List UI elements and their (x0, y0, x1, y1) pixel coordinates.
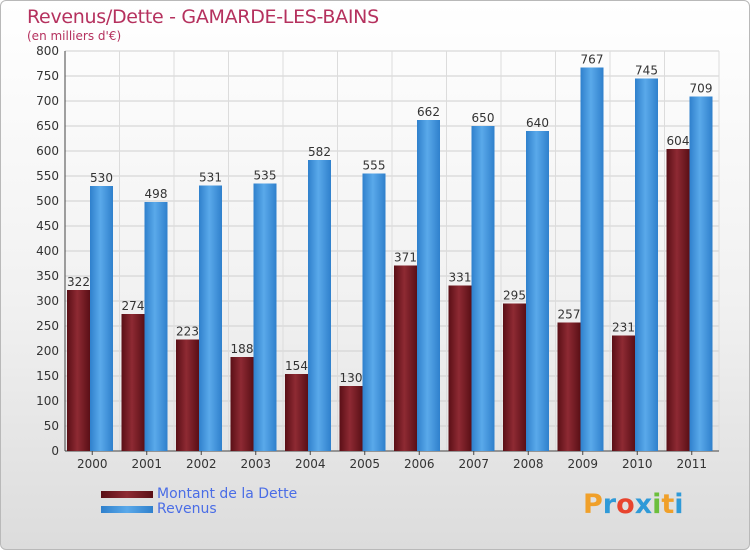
value-label-revenus: 531 (199, 171, 222, 185)
value-label-revenus: 767 (581, 53, 604, 67)
bar-revenus (199, 185, 222, 451)
axes: 0 50 100 150 200 250 300 350 400 450 500 550 600 650 7… (36, 44, 719, 471)
bar-dette (339, 386, 363, 451)
x-tick-label: 2011 (676, 457, 707, 471)
x-tick-label: 2007 (458, 457, 489, 471)
y-tick-label: 0 (51, 444, 59, 458)
value-label-revenus: 582 (308, 145, 331, 159)
logo-letter: r (602, 489, 617, 520)
value-label-revenus: 555 (363, 159, 386, 173)
bar-revenus (253, 183, 277, 451)
x-tick-label: 2002 (186, 457, 217, 471)
bar-dette (176, 339, 199, 451)
bar-dette (67, 290, 90, 451)
x-tick-label: 2008 (513, 457, 544, 471)
y-tick-label: 150 (36, 369, 59, 383)
x-tick-label: 2001 (131, 457, 162, 471)
bar-revenus (635, 78, 658, 451)
logo-letter: P (583, 489, 603, 520)
chart-title: Revenus/Dette - GAMARDE-LES-BAINS (27, 6, 379, 28)
value-label-dette: 295 (503, 289, 526, 303)
value-label-dette: 322 (67, 275, 90, 289)
bar-revenus (526, 131, 549, 451)
y-tick-label: 750 (36, 69, 59, 83)
value-label-dette: 154 (285, 359, 308, 373)
value-label-dette: 604 (667, 134, 690, 148)
bar-revenus (362, 173, 386, 451)
logo-letter: i (674, 489, 684, 520)
y-tick-label: 600 (36, 144, 59, 158)
y-tick-label: 400 (36, 244, 59, 258)
bar-revenus (580, 67, 604, 451)
value-label-revenus: 662 (417, 105, 440, 119)
legend-swatch-revenus (101, 506, 153, 513)
x-tick-label: 2005 (349, 457, 380, 471)
bar-revenus (308, 160, 331, 451)
value-label-dette: 257 (558, 308, 581, 322)
logo-letter: o (616, 489, 635, 520)
x-tick-label: 2003 (240, 457, 271, 471)
value-label-revenus: 535 (254, 169, 277, 183)
labels: 322 530 274 498 223 531 188 535 154 582 130 555 371 6… (67, 53, 712, 386)
value-label-revenus: 640 (526, 116, 549, 130)
y-tick-label: 550 (36, 169, 59, 183)
bar-dette (121, 314, 145, 451)
y-tick-label: 450 (36, 219, 59, 233)
y-tick-label: 100 (36, 394, 59, 408)
logo-letter: i (652, 489, 662, 520)
legend-label-debt: Montant de la Dette (157, 486, 298, 502)
value-label-revenus: 498 (145, 187, 168, 201)
bar-revenus (689, 96, 713, 451)
x-tick-label: 2010 (622, 457, 653, 471)
bar-dette (230, 357, 254, 451)
value-label-dette: 331 (449, 271, 472, 285)
x-tick-label: 2009 (567, 457, 598, 471)
x-tick-label: 2006 (404, 457, 435, 471)
bar-dette (394, 265, 417, 451)
proxiti-logo: Proxiti (583, 489, 684, 520)
y-tick-label: 800 (36, 44, 59, 58)
y-tick-label: 300 (36, 294, 59, 308)
legend-label-revenus: Revenus (157, 501, 217, 517)
x-tick-label: 2000 (77, 457, 108, 471)
bar-dette (557, 322, 581, 451)
bar-revenus (144, 202, 168, 451)
bar-dette (503, 303, 526, 451)
bar-revenus (417, 120, 440, 451)
y-tick-label: 200 (36, 344, 59, 358)
x-tick-label: 2004 (295, 457, 326, 471)
bars (67, 67, 713, 451)
value-label-revenus: 530 (90, 171, 113, 185)
bar-dette (448, 285, 472, 451)
y-tick-label: 500 (36, 194, 59, 208)
bar-dette (666, 149, 690, 451)
y-tick-label: 50 (44, 419, 59, 433)
bar-revenus (90, 186, 113, 451)
chart-subtitle: (en milliers d'€) (27, 29, 122, 43)
value-label-dette: 130 (340, 371, 363, 385)
value-label-revenus: 709 (690, 82, 713, 96)
grid-lines (64, 50, 720, 452)
legend-swatch-debt (101, 491, 153, 498)
value-label-dette: 231 (612, 321, 635, 335)
y-tick-label: 700 (36, 94, 59, 108)
value-label-revenus: 745 (635, 64, 658, 78)
value-label-dette: 223 (176, 325, 199, 339)
logo-letter: x (634, 489, 653, 520)
logo-letter: t (661, 489, 675, 520)
y-tick-label: 350 (36, 269, 59, 283)
y-tick-label: 250 (36, 319, 59, 333)
bar-revenus (471, 126, 495, 451)
y-tick-label: 650 (36, 119, 59, 133)
bar-dette (612, 335, 635, 451)
value-label-dette: 371 (394, 251, 417, 265)
value-label-dette: 274 (122, 299, 145, 313)
value-label-revenus: 650 (472, 111, 495, 125)
bar-dette (285, 374, 308, 451)
value-label-dette: 188 (231, 342, 254, 356)
